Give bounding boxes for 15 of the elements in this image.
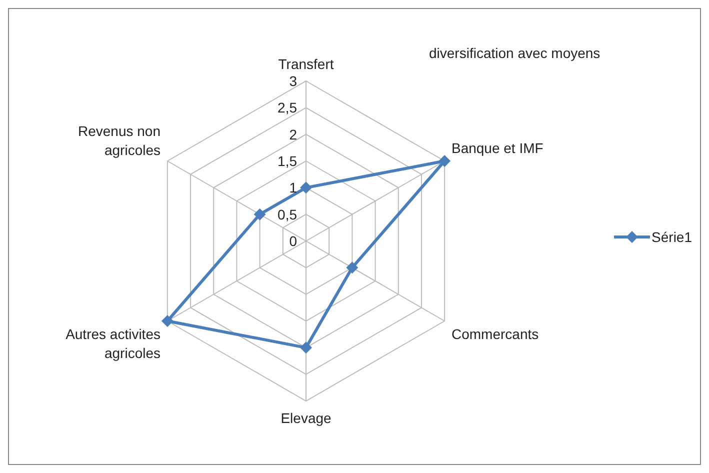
- chart-title: diversification avec moyens: [429, 45, 600, 61]
- y-tick-label: 3: [289, 73, 298, 89]
- spoke-label: Commercants: [451, 326, 539, 342]
- y-tick-label: 0: [289, 233, 298, 249]
- spoke-label: Banque et IMF: [451, 140, 544, 156]
- y-tick-label: 1: [289, 180, 298, 196]
- legend-label: Série1: [652, 228, 692, 244]
- y-tick-label: 2: [289, 126, 298, 142]
- spoke-label: Autres activites agricoles: [66, 326, 161, 361]
- spoke-label: Transfert: [278, 56, 334, 72]
- y-tick-label: 2,5: [278, 100, 298, 116]
- spoke-label: Revenus non agricoles: [78, 123, 161, 158]
- y-tick-label: 1,5: [278, 153, 298, 169]
- spoke-label: Elevage: [280, 410, 332, 426]
- y-tick-label: 0,5: [278, 206, 298, 222]
